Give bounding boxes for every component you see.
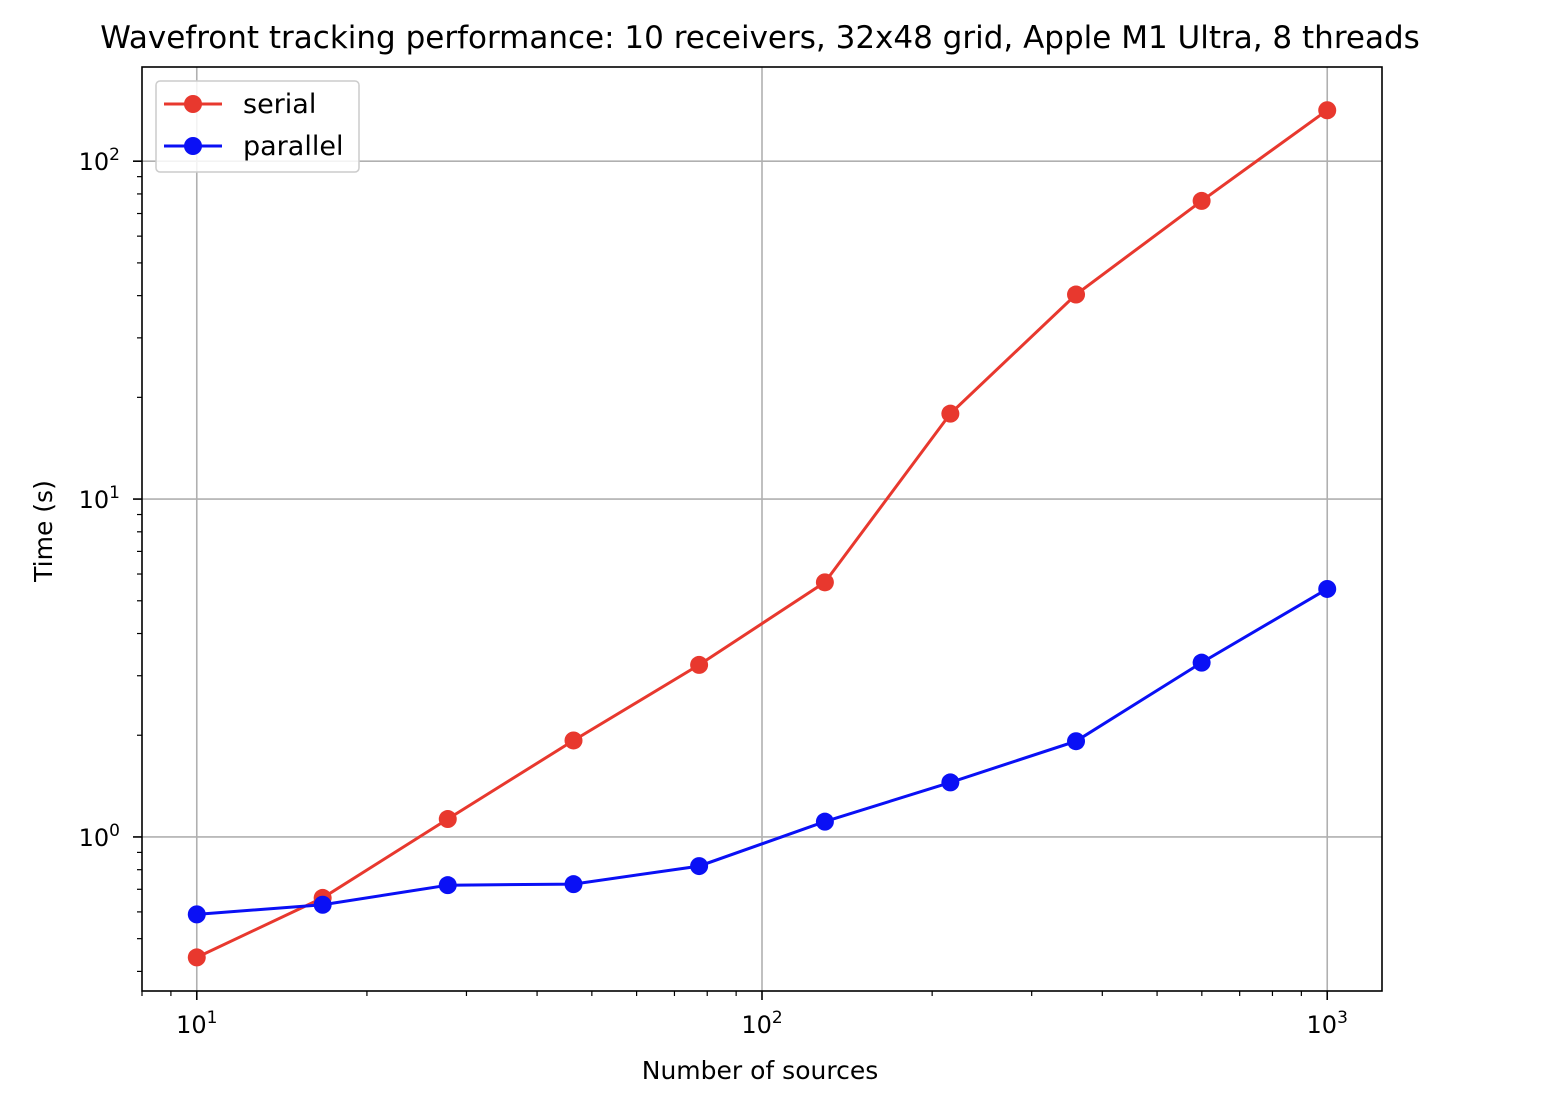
serial-point: [438, 810, 457, 829]
x-tick-label-exponent: 3: [1337, 1008, 1348, 1028]
x-tick-label-base: 10: [1307, 1011, 1338, 1039]
serial-point: [564, 731, 583, 750]
y-tick-label-base: 10: [79, 486, 110, 514]
parallel-point: [187, 905, 206, 924]
x-tick-label: 103: [1307, 1008, 1348, 1039]
plot-area-frame: [141, 66, 1383, 992]
x-tick-label-exponent: 2: [772, 1008, 783, 1028]
parallel-line: [196, 587, 1328, 916]
y-tick-label-exponent: 2: [109, 145, 120, 165]
parallel-point: [438, 876, 457, 895]
serial-point: [1067, 285, 1086, 304]
parallel-point: [313, 895, 332, 914]
y-tick-label-exponent: 0: [109, 821, 120, 841]
parallel-point: [1067, 732, 1086, 751]
parallel-point: [941, 773, 960, 792]
legend-item-parallel: parallel: [164, 131, 343, 162]
y-tick-label: 100: [79, 821, 120, 852]
y-tick-label: 102: [79, 145, 120, 176]
series-parallel: [187, 579, 1337, 924]
y-tick-label-base: 10: [79, 148, 110, 176]
serial-point: [941, 404, 960, 423]
x-axis-label: Number of sources: [642, 1056, 878, 1085]
legend-item-serial: serial: [164, 89, 316, 120]
legend: serial parallel: [155, 80, 360, 173]
parallel-point: [1318, 579, 1337, 598]
serial-point: [187, 948, 206, 967]
parallel-point: [564, 875, 583, 894]
legend-marker: [184, 95, 202, 113]
serial-point: [815, 573, 834, 592]
series-layer: [187, 101, 1337, 967]
serial-point: [690, 655, 709, 674]
x-tick-label-base: 10: [176, 1011, 207, 1039]
parallel-point: [690, 857, 709, 876]
x-tick-label-base: 10: [741, 1011, 772, 1039]
legend-marker: [184, 137, 202, 155]
y-axis-label: Time (s): [29, 480, 58, 583]
chart-title: Wavefront tracking performance: 10 recei…: [100, 20, 1420, 56]
y-tick-label-base: 10: [79, 824, 110, 852]
y-tick-label-exponent: 1: [109, 483, 120, 503]
parallel-point: [815, 812, 834, 831]
parallel-point: [1192, 653, 1211, 672]
legend-label: parallel: [243, 131, 343, 162]
serial-line: [196, 108, 1329, 959]
y-tick-label: 101: [79, 483, 120, 514]
x-tick-label: 101: [176, 1008, 217, 1039]
serial-point: [1318, 101, 1337, 120]
x-tick-label: 102: [741, 1008, 782, 1039]
legend-label: serial: [243, 89, 316, 120]
x-tick-label-exponent: 1: [207, 1008, 218, 1028]
serial-point: [1192, 191, 1211, 210]
